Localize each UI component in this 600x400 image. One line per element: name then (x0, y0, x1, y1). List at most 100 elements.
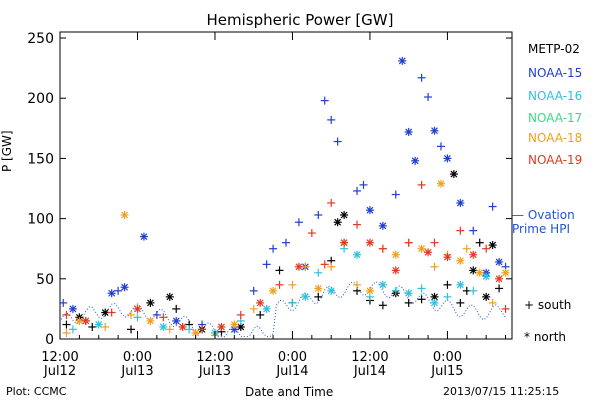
mark-d2 (263, 305, 271, 313)
mark-d2 (166, 293, 174, 301)
y-tick-label: 100 (27, 212, 54, 228)
legend-south-symbol: + south (524, 298, 571, 312)
data-point-noaa-15 (172, 316, 181, 325)
data-point-noaa-18 (75, 316, 84, 325)
mark-d2 (69, 305, 77, 313)
data-point-noaa-19 (217, 322, 226, 331)
legend-noaa15: NOAA-15 (528, 66, 583, 80)
data-point-noaa-16 (288, 298, 297, 307)
data-point-metp-02 (88, 322, 97, 331)
mark-d2 (418, 245, 426, 253)
data-point-noaa-15 (456, 198, 465, 207)
mark-d2 (134, 305, 141, 313)
data-point-noaa-19 (365, 238, 374, 247)
data-point-noaa-15 (269, 244, 278, 253)
data-point-noaa-15 (107, 289, 116, 298)
mark-d2 (411, 157, 419, 165)
data-point-noaa-16 (482, 272, 491, 281)
mark-d2 (269, 287, 277, 295)
data-point-noaa-16 (443, 292, 452, 301)
mark-d2 (95, 321, 103, 328)
data-point-noaa-19 (327, 198, 336, 207)
data-point-noaa-19 (133, 304, 142, 313)
mark-d2 (437, 180, 445, 188)
data-point-noaa-15 (359, 180, 368, 189)
mark-d2 (101, 309, 109, 316)
mark-d2 (218, 323, 225, 331)
data-point-noaa-15 (411, 156, 420, 165)
mark-d2 (398, 57, 406, 65)
data-point-noaa-15 (327, 115, 336, 124)
mark-d2 (469, 251, 477, 259)
mark-d2 (237, 323, 245, 331)
data-point-noaa-18 (456, 256, 465, 265)
legend-noaa16: NOAA-16 (528, 89, 583, 103)
x-tick-label-date: Jul14 (275, 364, 308, 379)
data-point-metp-02 (165, 292, 174, 301)
data-point-noaa-15 (404, 127, 413, 136)
mark-d2 (424, 248, 432, 256)
x-tick-label-time: 0:00 (433, 350, 462, 365)
data-point-noaa-19 (469, 250, 478, 259)
data-point-noaa-19 (424, 248, 433, 257)
data-point-noaa-15 (152, 310, 161, 319)
mark-d2 (146, 317, 154, 325)
data-point-noaa-16 (314, 268, 323, 277)
data-point-noaa-18 (501, 268, 510, 277)
x-axis-ticks: 12:00Jul120:00Jul1312:00Jul130:00Jul1412… (41, 32, 507, 379)
mark-d2 (392, 266, 400, 274)
north-label: north (533, 330, 567, 344)
mark-d2 (444, 253, 451, 261)
x-axis-label: Date and Time (245, 385, 334, 399)
data-point-noaa-19 (378, 244, 387, 253)
asterisk-symbol: * (524, 330, 530, 344)
data-point-noaa-15 (282, 238, 290, 247)
mark-d2 (476, 269, 484, 277)
data-point-noaa-19 (404, 238, 413, 247)
mark-d2 (82, 317, 90, 325)
mark-d2 (256, 299, 264, 307)
data-point-metp-02 (417, 295, 426, 304)
mark-d2 (340, 211, 348, 219)
mark-d2 (327, 287, 335, 295)
data-point-metp-02 (488, 241, 497, 250)
data-point-metp-02 (449, 170, 458, 179)
data-point-metp-02 (469, 266, 478, 275)
data-point-noaa-19 (495, 274, 504, 283)
data-point-noaa-15 (294, 218, 303, 227)
data-points (59, 56, 510, 340)
mark-d2 (108, 289, 116, 297)
data-point-noaa-18 (391, 250, 400, 259)
data-point-noaa-16 (94, 320, 103, 329)
data-point-noaa-19 (430, 238, 439, 247)
mark-d2 (450, 170, 458, 178)
mark-d2 (230, 321, 238, 328)
data-point-noaa-15 (249, 286, 258, 295)
mark-d2 (482, 272, 490, 280)
data-point-metp-02 (275, 266, 284, 275)
data-point-noaa-18 (62, 328, 71, 337)
data-point-noaa-15 (391, 190, 400, 199)
mark-d2 (75, 317, 83, 325)
legend-noaa17: NOAA-17 (528, 111, 583, 125)
data-point-noaa-18 (249, 304, 258, 313)
x-tick-label-time: 12:00 (196, 350, 233, 365)
data-point-metp-02 (127, 325, 136, 334)
data-point-noaa-19 (178, 322, 187, 331)
data-point-metp-02 (443, 280, 452, 289)
data-point-noaa-15 (365, 206, 374, 215)
y-axis-label: P [GW] (0, 130, 14, 172)
data-point-noaa-16 (404, 289, 413, 298)
data-point-metp-02 (404, 298, 413, 307)
mark-d2 (502, 269, 509, 277)
x-tick-label-time: 12:00 (351, 350, 388, 365)
mark-d2 (405, 289, 413, 297)
legend-metp02: METP-02 (528, 42, 580, 56)
data-point-noaa-16 (262, 304, 271, 313)
data-point-metp-02 (495, 284, 504, 293)
y-axis-ticks: 0 50 100 150 200 250 (27, 31, 512, 348)
data-point-noaa-18 (230, 320, 239, 329)
x-tick-label-date: Jul12 (43, 364, 76, 379)
data-point-noaa-15 (488, 202, 497, 211)
data-point-noaa-19 (320, 260, 329, 269)
